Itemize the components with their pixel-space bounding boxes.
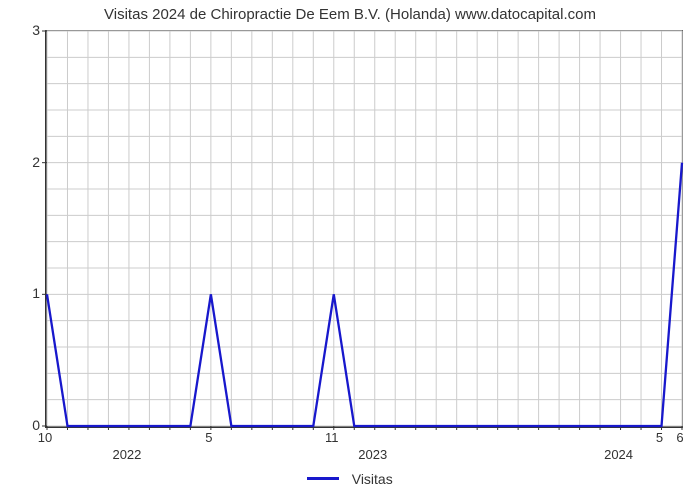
y-tick-label: 1 bbox=[20, 285, 40, 301]
x-tick-label: 5 bbox=[656, 430, 663, 445]
legend-swatch bbox=[307, 477, 339, 480]
x-tick-label: 11 bbox=[325, 430, 339, 445]
chart-svg bbox=[47, 31, 682, 426]
x-tick-label: 5 bbox=[205, 430, 212, 445]
y-tick-label: 2 bbox=[20, 154, 40, 170]
x-tick-label: 6 bbox=[676, 430, 683, 445]
plot-area bbox=[45, 30, 683, 428]
legend-label: Visitas bbox=[352, 471, 393, 487]
chart-container: Visitas 2024 de Chiropractie De Eem B.V.… bbox=[0, 0, 700, 500]
x-category-label: 2023 bbox=[358, 447, 387, 462]
x-category-label: 2024 bbox=[604, 447, 633, 462]
x-tick-label: 10 bbox=[38, 430, 52, 445]
x-category-label: 2022 bbox=[112, 447, 141, 462]
y-tick-label: 3 bbox=[20, 22, 40, 38]
legend: Visitas bbox=[0, 470, 700, 488]
chart-title: Visitas 2024 de Chiropractie De Eem B.V.… bbox=[0, 6, 700, 23]
